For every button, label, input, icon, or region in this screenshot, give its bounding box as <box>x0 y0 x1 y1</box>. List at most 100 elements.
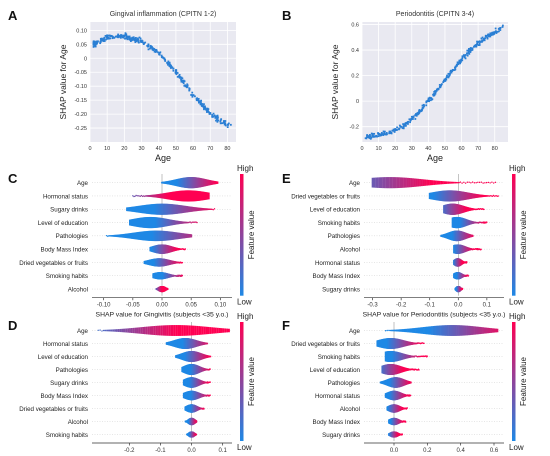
data-slice <box>448 325 451 336</box>
data-slice <box>159 217 162 228</box>
data-dot <box>409 394 412 397</box>
data-point <box>446 74 448 77</box>
data-slice <box>172 220 175 226</box>
data-slice <box>476 194 479 198</box>
data-slice <box>460 191 463 201</box>
data-slice <box>427 179 430 186</box>
data-slice <box>182 205 185 213</box>
data-slice <box>130 328 133 333</box>
data-slice <box>420 179 423 187</box>
data-slice <box>180 221 183 224</box>
data-slice <box>227 328 230 333</box>
data-dot <box>189 221 191 223</box>
data-slice <box>167 219 170 226</box>
data-slice <box>434 180 437 185</box>
data-point <box>389 130 392 133</box>
data-slice <box>207 192 210 200</box>
x-tick-label: 50 <box>173 146 179 152</box>
data-point <box>104 35 107 37</box>
data-slice <box>154 194 157 198</box>
data-point <box>175 70 178 72</box>
x-tick-label: 30 <box>409 146 415 152</box>
data-slice <box>451 325 454 336</box>
data-slice <box>149 204 152 215</box>
data-point <box>99 42 102 45</box>
data-point <box>447 76 450 79</box>
data-slice <box>118 234 121 238</box>
y-tick-label: 0.10 <box>76 28 87 34</box>
data-slice <box>164 218 167 227</box>
data-point <box>191 95 194 98</box>
y-axis-label: SHAP value for Age <box>58 44 68 119</box>
data-slice <box>163 203 166 215</box>
data-slice <box>421 327 424 334</box>
data-point <box>438 84 441 86</box>
data-point <box>433 91 436 93</box>
data-point <box>369 137 372 140</box>
data-point <box>410 117 413 120</box>
data-slice <box>395 329 398 332</box>
data-point <box>133 37 136 40</box>
data-point <box>167 63 170 66</box>
data-point <box>224 122 227 125</box>
data-point <box>380 132 383 134</box>
data-slice <box>198 191 200 201</box>
data-point <box>370 136 373 139</box>
x-tick-label: 0.0 <box>187 448 196 454</box>
data-slice <box>186 221 189 224</box>
data-slice <box>456 325 459 336</box>
x-tick-label: 0.10 <box>214 303 226 309</box>
data-slice <box>199 326 202 335</box>
data-slice <box>112 234 115 237</box>
data-slice <box>477 194 480 198</box>
data-point <box>389 132 392 134</box>
data-slice <box>397 329 400 332</box>
data-point <box>144 41 147 44</box>
data-slice <box>162 218 165 227</box>
data-dot <box>492 182 495 184</box>
data-point <box>395 128 398 131</box>
data-slice <box>199 207 202 211</box>
data-point <box>391 129 394 132</box>
data-point <box>101 38 104 41</box>
feature-label: Hormonal status <box>43 341 88 348</box>
data-dot <box>181 261 184 264</box>
panel-letter: D <box>8 318 17 333</box>
data-slice <box>193 190 196 202</box>
data-slice <box>204 192 207 200</box>
data-point <box>450 71 453 74</box>
feature-label: Level of education <box>310 367 361 374</box>
data-dot <box>466 261 468 263</box>
data-slice <box>156 217 159 228</box>
data-point <box>416 112 418 115</box>
x-tick-label: 0.1 <box>218 448 227 454</box>
feature-label: Dried vegetables or fruits <box>19 260 88 267</box>
data-point <box>223 120 225 123</box>
data-slice <box>203 208 206 211</box>
data-point <box>172 67 175 70</box>
data-slice <box>186 325 189 336</box>
data-slice <box>467 192 470 200</box>
data-point <box>124 37 126 40</box>
data-slice <box>209 327 212 334</box>
data-slice <box>216 181 219 184</box>
data-dot <box>463 181 465 183</box>
data-point <box>132 38 135 41</box>
data-slice <box>160 217 163 228</box>
data-slice <box>140 217 143 228</box>
data-point <box>393 131 396 133</box>
data-slice <box>448 190 451 202</box>
data-point <box>172 69 175 72</box>
data-slice <box>157 230 160 242</box>
data-slice <box>371 177 374 188</box>
data-point <box>167 60 170 63</box>
data-slice <box>435 325 438 336</box>
data-point <box>128 37 131 40</box>
data-slice <box>211 327 214 334</box>
data-slice <box>149 216 152 229</box>
feature-label: Level of education <box>38 220 89 227</box>
data-point <box>200 105 203 107</box>
data-point <box>486 34 489 37</box>
data-point <box>92 45 95 48</box>
data-point <box>377 135 380 138</box>
